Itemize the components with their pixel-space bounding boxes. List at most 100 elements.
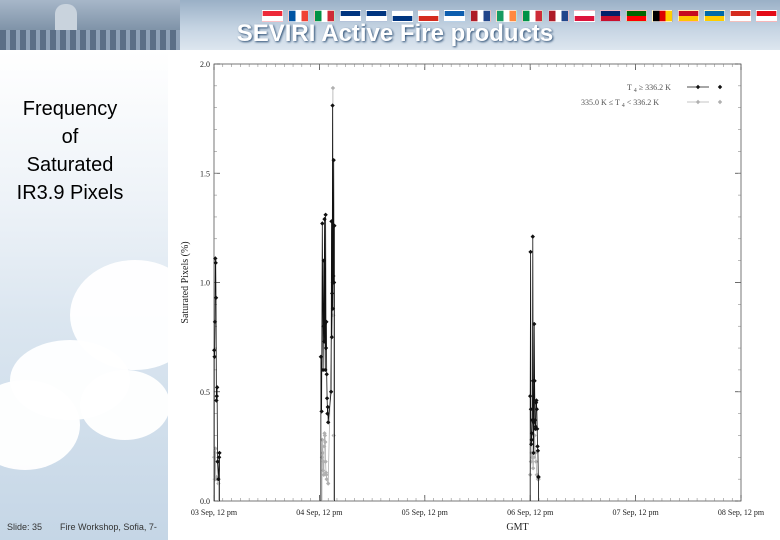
y-tick-label: 0.0 (200, 497, 210, 506)
heading-line: Saturated (26, 154, 114, 176)
data-point (532, 378, 537, 384)
flag-icon (522, 10, 543, 22)
data-point (212, 319, 218, 325)
flag-icon (470, 10, 491, 22)
legend-swatch-marker (695, 84, 701, 90)
header-banner (0, 0, 780, 50)
data-point (329, 334, 335, 340)
data-point (533, 459, 539, 464)
data-point (213, 446, 218, 451)
data-point (330, 291, 335, 296)
flag-icon (548, 10, 569, 22)
data-point (533, 400, 539, 405)
data-point (324, 319, 329, 325)
data-point (322, 433, 328, 438)
data-point (331, 273, 336, 279)
data-point (531, 455, 537, 460)
data-point (321, 444, 327, 449)
data-point (331, 280, 337, 285)
data-point (213, 295, 219, 300)
data-point (217, 450, 222, 456)
data-point (534, 398, 539, 403)
data-point (331, 157, 336, 163)
data-point (323, 345, 329, 351)
cloud-shape (80, 370, 168, 440)
data-point (322, 321, 328, 327)
data-point (325, 404, 331, 410)
data-point (533, 424, 538, 429)
footer-text: Fire Workshop, Sofia, 7- (60, 522, 157, 532)
x-tick-label: 08 Sep, 12 pm (718, 508, 765, 517)
data-point (532, 321, 537, 327)
flag-icon (418, 10, 439, 22)
chart-container: 03 Sep, 12 pm 04 Sep, 12 pm 05 Sep, 12 pm 0… (168, 50, 780, 540)
y-tick-label: 1.5 (200, 169, 210, 178)
data-point (534, 472, 539, 477)
flag-icon (444, 10, 465, 22)
heading-line: of (61, 126, 79, 148)
data-point (330, 306, 336, 311)
flag-icon (340, 10, 361, 22)
left-heading: Frequency of Saturated IR3.9 Pixels (0, 95, 140, 207)
data-point (215, 459, 220, 464)
data-point (214, 393, 219, 399)
data-point (320, 450, 325, 456)
legend-swatch-marker (717, 99, 723, 105)
data-point (325, 481, 331, 486)
plot-frame (213, 63, 742, 502)
flag-icon (626, 10, 647, 22)
data-point (320, 221, 325, 226)
flag-icon (288, 10, 309, 22)
data-point (216, 455, 222, 460)
data-point (212, 354, 217, 359)
y-tick-label: 1.0 (200, 279, 210, 288)
data-point (214, 385, 220, 390)
data-point (324, 476, 329, 482)
heading-line: Frequency (22, 98, 118, 120)
data-point (323, 212, 328, 217)
legend-swatch-marker (695, 99, 701, 105)
flag-icon (678, 10, 699, 22)
y-tick-label: 2.0 (200, 60, 210, 69)
flag-icon (756, 10, 777, 22)
data-point (324, 372, 329, 377)
data-point (530, 466, 536, 471)
data-point (532, 417, 538, 423)
data-point (214, 474, 219, 480)
slide-number: Slide: 35 (7, 522, 43, 532)
flag-icon (652, 10, 673, 22)
x-tick-label: 07 Sep, 12 pm (612, 508, 659, 517)
data-point (323, 367, 328, 373)
data-point (330, 85, 336, 91)
data-point (323, 439, 328, 445)
legend-swatch-marker (717, 84, 723, 90)
data-point (324, 472, 329, 477)
data-point (321, 258, 326, 263)
series-line-hot (320, 105, 335, 502)
data-point (213, 260, 218, 266)
data-point (323, 459, 328, 464)
x-tick-label: 04 Sep, 12 pm (296, 508, 343, 517)
header-building-photo (0, 0, 180, 50)
y-axis-title: Saturated Pixels (%) (180, 241, 191, 323)
data-point (319, 409, 324, 414)
data-point (325, 420, 331, 425)
data-point (318, 354, 324, 359)
data-point (216, 476, 221, 482)
data-point (212, 348, 217, 353)
flag-icon (600, 10, 621, 22)
saturated-pixels-chart: 03 Sep, 12 pm 04 Sep, 12 pm 05 Sep, 12 pm 0… (180, 60, 765, 533)
data-point (534, 407, 539, 412)
data-point (332, 223, 337, 228)
flag-icon (704, 10, 725, 22)
data-point (532, 433, 537, 438)
x-axis-title: GMT (506, 522, 528, 533)
flag-icon (314, 10, 335, 22)
data-point (322, 216, 327, 222)
flag-icon (730, 10, 751, 22)
flag-icon (574, 10, 595, 22)
legend-label: T 4 ≥ 336.2 K (627, 83, 671, 94)
flag-strip (262, 10, 780, 22)
left-sky-panel (0, 50, 168, 540)
x-tick-label: 06 Sep, 12 pm (507, 508, 554, 517)
